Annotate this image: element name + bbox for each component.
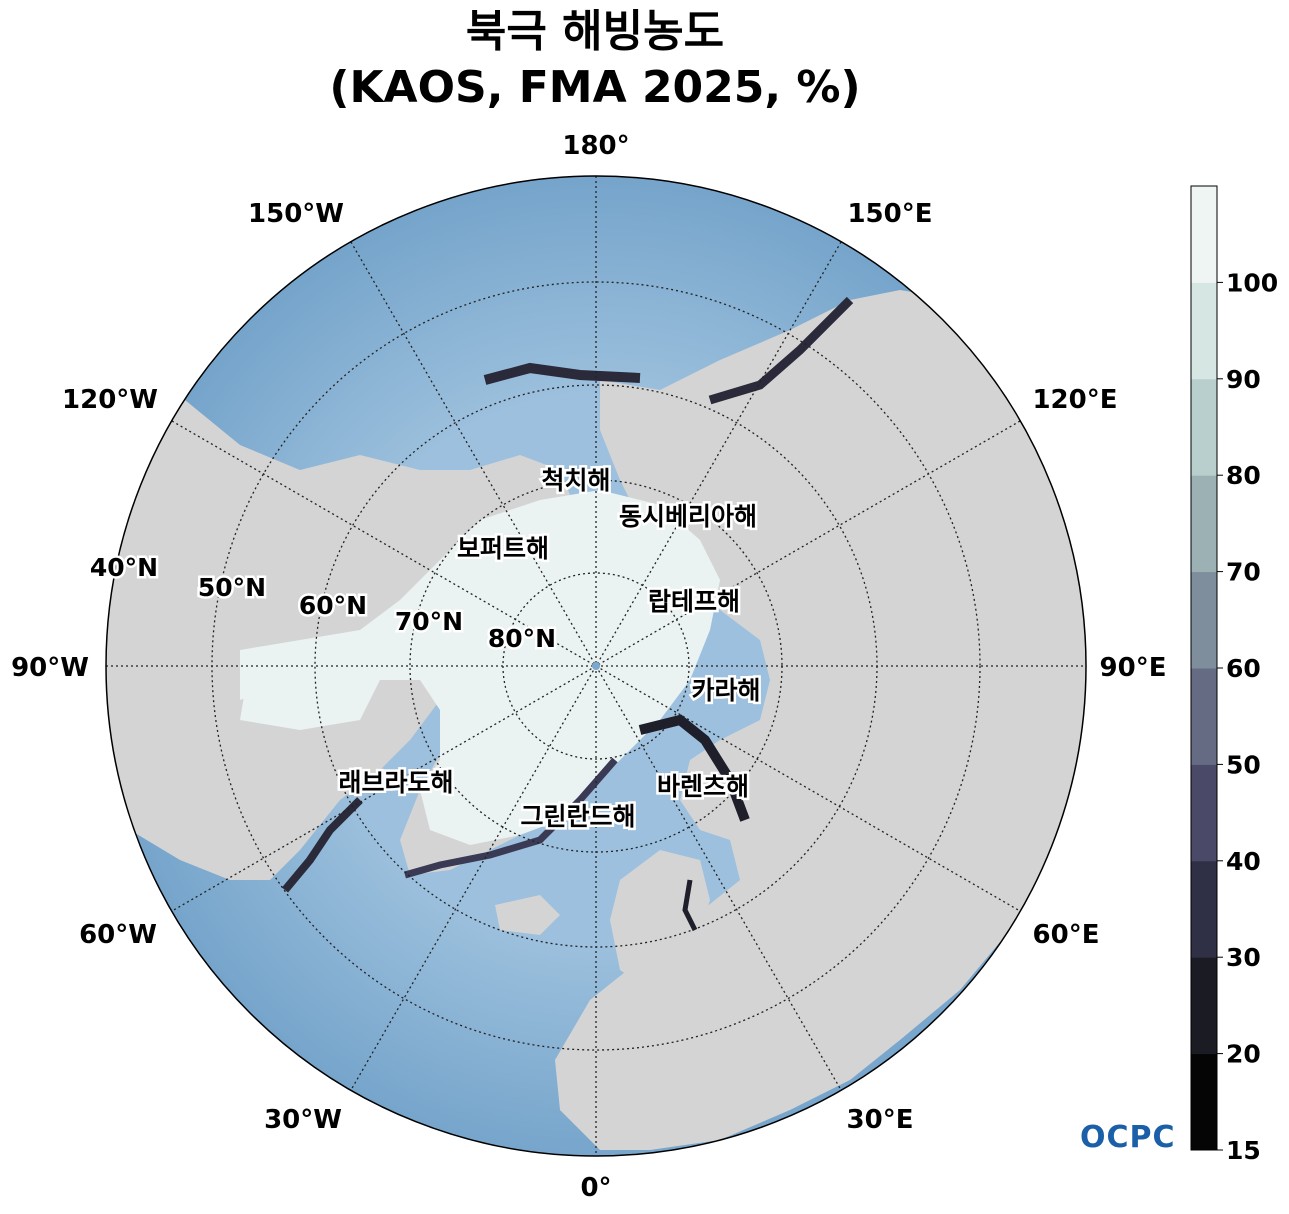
colorbar-tick-label: 30 bbox=[1226, 943, 1261, 972]
lon-label-30e: 30°E bbox=[847, 1105, 914, 1135]
lon-label-30w: 30°W bbox=[264, 1105, 342, 1135]
lon-label-60e: 60°E bbox=[1033, 920, 1100, 950]
lat-label-80n: 80°N bbox=[488, 624, 556, 653]
colorbar-segment bbox=[1191, 764, 1217, 862]
ice-edge-baltic bbox=[682, 879, 698, 932]
colorbar-segment bbox=[1191, 475, 1217, 573]
lon-label-0: 0° bbox=[580, 1173, 611, 1203]
ocpc-logo: OCPC bbox=[1080, 1120, 1176, 1155]
land-north-america bbox=[106, 380, 580, 880]
map-title-line1: 북극 해빙농도 bbox=[465, 6, 725, 57]
lat-label-50n: 50°N bbox=[198, 573, 266, 602]
map-boundary bbox=[105, 175, 1087, 1157]
lon-label-90w: 90°W bbox=[11, 653, 89, 683]
ice-edge-greenland bbox=[404, 757, 618, 879]
lon-label-150e: 150°E bbox=[847, 199, 932, 229]
sea-label-east-siberian: 동시베리아해 bbox=[619, 502, 757, 531]
colorbar-tick-label: 60 bbox=[1226, 654, 1261, 683]
colorbar-segment bbox=[1191, 668, 1217, 765]
sea-label-barents: 바렌츠해 bbox=[657, 772, 749, 801]
colorbar-segment bbox=[1191, 1053, 1217, 1151]
sea-label-greenland: 그린란드해 bbox=[520, 802, 635, 831]
sea-label-labrador: 래브라도해 bbox=[338, 768, 453, 797]
colorbar-tick-label: 80 bbox=[1226, 461, 1261, 490]
colorbar-tick-label: 70 bbox=[1226, 558, 1261, 587]
ice-edge-labrador bbox=[281, 797, 363, 893]
colorbar-tick-label: 90 bbox=[1226, 365, 1261, 394]
lat-label-70n: 70°N bbox=[395, 607, 463, 636]
sea-label-chukchi: 척치해 bbox=[541, 466, 610, 495]
ice-edge-okhotsk bbox=[708, 296, 854, 405]
lon-label-180: 180° bbox=[562, 131, 629, 161]
colorbar-tick-label: 100 bbox=[1226, 268, 1278, 297]
sea-label-kara: 카라해 bbox=[691, 676, 760, 705]
sea-ice-hudson bbox=[240, 650, 380, 730]
land-scandinavia bbox=[610, 850, 710, 990]
colorbar-tick-label: 20 bbox=[1226, 1040, 1261, 1069]
map-disc bbox=[106, 176, 1086, 1156]
sea-ice-central bbox=[240, 490, 720, 845]
lon-label-90e: 90°E bbox=[1100, 653, 1167, 683]
colorbar-segment bbox=[1191, 957, 1217, 1055]
colorbar: 15 20 30 40 50 60 70 80 90 100 bbox=[1190, 185, 1278, 1165]
ice-edge-barents bbox=[638, 714, 750, 822]
colorbar-tick-label: 40 bbox=[1226, 847, 1261, 876]
colorbar-tick-label: 50 bbox=[1226, 750, 1261, 779]
north-pole-marker bbox=[592, 662, 600, 670]
lon-label-120w: 120°W bbox=[62, 385, 158, 415]
colorbar-segment bbox=[1191, 282, 1217, 380]
ice-edge-bering bbox=[483, 362, 641, 385]
sea-label-beaufort: 보퍼트해 bbox=[457, 534, 549, 563]
lon-label-60w: 60°W bbox=[79, 920, 157, 950]
sea-label-laptev: 랍테프해 bbox=[648, 587, 740, 616]
colorbar-segment bbox=[1191, 186, 1217, 283]
lat-label-40n: 40°N bbox=[90, 553, 158, 582]
lon-label-150w: 150°W bbox=[248, 199, 344, 229]
map-title-line2: (KAOS, FMA 2025, %) bbox=[329, 62, 861, 113]
colorbar-segment bbox=[1191, 860, 1217, 958]
colorbar-segment bbox=[1191, 378, 1217, 476]
colorbar-segment bbox=[1191, 571, 1217, 669]
lat-label-60n: 60°N bbox=[299, 591, 367, 620]
lon-label-120e: 120°E bbox=[1032, 385, 1117, 415]
land-iceland bbox=[495, 895, 560, 935]
colorbar-tick-label: 15 bbox=[1226, 1136, 1261, 1165]
